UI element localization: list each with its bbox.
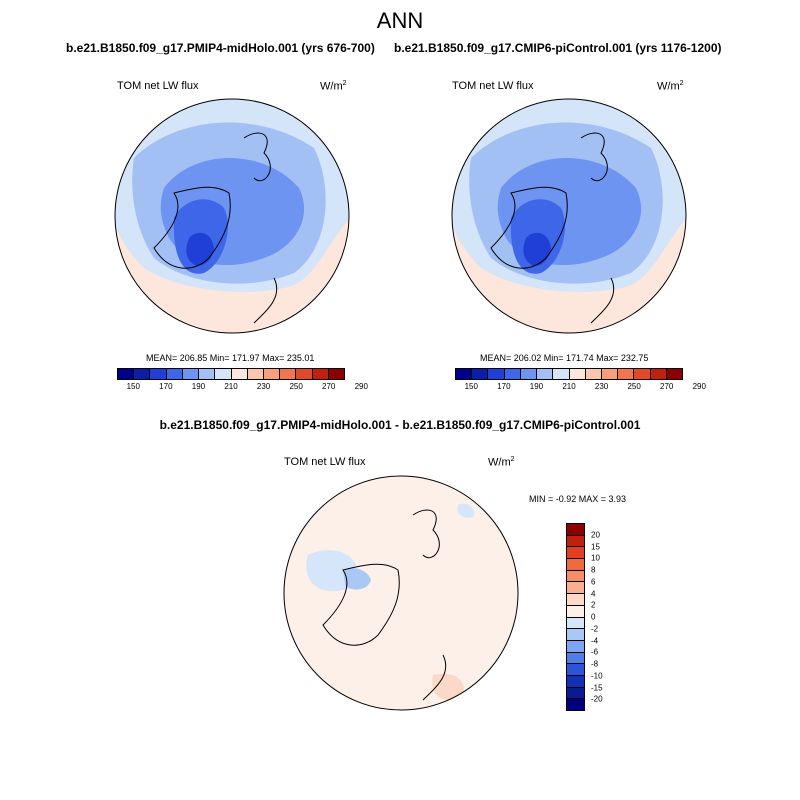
right-polar-map <box>451 98 687 334</box>
left-colorbar-swatches <box>117 368 345 380</box>
colorbar-swatch <box>567 605 584 618</box>
colorbar-tick-label: 4 <box>591 589 596 598</box>
diff-run-title: b.e21.B1850.f09_g17.PMIP4-midHolo.001 - … <box>159 418 641 432</box>
colorbar-swatch <box>215 369 232 379</box>
colorbar-swatch <box>666 369 683 379</box>
colorbar-swatch <box>312 369 329 379</box>
colorbar-tick-label: 190 <box>529 382 544 391</box>
diff-stats: MIN = -0.92 MAX = 3.93 <box>529 494 627 504</box>
colorbar-swatch <box>567 547 584 560</box>
colorbar-tick-label: -10 <box>591 671 603 681</box>
colorbar-tick-label: 230 <box>594 382 609 391</box>
colorbar-swatch <box>553 369 570 379</box>
colorbar-swatch <box>601 369 619 379</box>
colorbar-swatch <box>150 369 167 379</box>
left-variable-label: TOM net LW flux <box>117 80 199 92</box>
colorbar-tick-label: 20 <box>591 530 600 540</box>
right-colorbar-ticks: 150 170 190 210 230 250 270 290 <box>455 380 706 392</box>
colorbar-tick-label: -15 <box>591 683 603 692</box>
right-units-label: W/m2 <box>657 80 684 93</box>
colorbar-swatch <box>472 369 489 379</box>
colorbar-tick-label: 190 <box>191 382 206 391</box>
right-colorbar-swatches <box>455 368 683 380</box>
colorbar-tick-label: 0 <box>591 612 596 622</box>
colorbar-swatch <box>567 629 584 641</box>
colorbar-swatch <box>618 369 635 379</box>
colorbar-swatch <box>280 369 297 379</box>
diff-units-label: W/m2 <box>488 456 515 469</box>
colorbar-swatch <box>247 369 264 379</box>
colorbar-swatch <box>456 369 473 379</box>
colorbar-swatch <box>537 369 554 379</box>
colorbar-tick-label: 290 <box>692 382 706 391</box>
left-colorbar: 150 170 190 210 230 250 270 290 <box>117 368 368 392</box>
colorbar-tick-label: 270 <box>660 382 674 391</box>
figure-title: ANN <box>376 8 424 33</box>
colorbar-swatch <box>567 699 584 710</box>
colorbar-swatch <box>182 369 200 379</box>
diff-polar-map <box>283 475 519 711</box>
colorbar-swatch <box>567 570 584 583</box>
colorbar-swatch <box>569 369 586 379</box>
colorbar-swatch <box>166 369 183 379</box>
colorbar-tick-label: 210 <box>562 382 576 391</box>
colorbar-tick-label: 270 <box>322 382 336 391</box>
colorbar-swatch <box>567 617 584 630</box>
colorbar-tick-label: -20 <box>591 694 603 704</box>
colorbar-tick-label: -4 <box>591 636 599 645</box>
diff-variable-label: TOM net LW flux <box>284 456 366 468</box>
left-run-title: b.e21.B1850.f09_g17.PMIP4-midHolo.001 (y… <box>66 41 375 55</box>
colorbar-tick-label: 8 <box>591 565 596 575</box>
colorbar-swatch <box>488 369 505 379</box>
colorbar-swatch <box>567 594 584 606</box>
colorbar-swatch <box>231 369 248 379</box>
colorbar-swatch <box>567 664 584 676</box>
left-stats: MEAN= 206.85 Min= 171.97 Max= 235.01 <box>146 353 315 363</box>
colorbar-tick-label: 250 <box>627 382 641 391</box>
colorbar-swatch <box>567 559 584 571</box>
colorbar-swatch <box>567 640 584 653</box>
colorbar-swatch <box>567 524 584 536</box>
colorbar-swatch <box>296 369 313 379</box>
colorbar-swatch <box>134 369 151 379</box>
colorbar-swatch <box>520 369 538 379</box>
colorbar-swatch <box>567 582 584 595</box>
colorbar-tick-label: -2 <box>591 624 599 634</box>
left-colorbar-ticks: 150 170 190 210 230 250 270 290 <box>117 380 368 392</box>
colorbar-swatch <box>118 369 135 379</box>
colorbar-swatch <box>504 369 521 379</box>
colorbar-swatch <box>650 369 667 379</box>
colorbar-tick-label: 170 <box>159 382 173 391</box>
colorbar-swatch <box>328 369 345 379</box>
colorbar-tick-label: 170 <box>497 382 511 391</box>
colorbar-tick-label: -8 <box>591 659 599 669</box>
colorbar-tick-label: 150 <box>126 382 140 391</box>
colorbar-tick-label: -6 <box>591 647 599 657</box>
right-run-title: b.e21.B1850.f09_g17.CMIP6-piControl.001 … <box>394 41 722 55</box>
left-polar-map <box>114 98 350 334</box>
colorbar-tick-label: 210 <box>224 382 238 391</box>
right-stats: MEAN= 206.02 Min= 171.74 Max= 232.75 <box>480 353 649 363</box>
colorbar-swatch <box>567 652 584 665</box>
colorbar-tick-label: 290 <box>354 382 368 391</box>
colorbar-swatch <box>199 369 216 379</box>
colorbar-swatch <box>567 535 584 548</box>
colorbar-tick-label: 230 <box>256 382 271 391</box>
right-variable-label: TOM net LW flux <box>452 80 534 92</box>
left-units-label: W/m2 <box>320 80 347 93</box>
colorbar-tick-label: 6 <box>591 577 596 587</box>
right-colorbar: 150 170 190 210 230 250 270 290 <box>455 368 706 392</box>
colorbar-tick-label: 2 <box>591 600 596 610</box>
colorbar-tick-label: 10 <box>591 553 600 563</box>
colorbar-swatch <box>263 369 281 379</box>
colorbar-tick-label: 150 <box>464 382 478 391</box>
diff-colorbar <box>566 523 585 711</box>
colorbar-swatch <box>585 369 602 379</box>
colorbar-swatch <box>567 675 584 688</box>
colorbar-tick-label: 15 <box>591 542 600 551</box>
colorbar-tick-label: 250 <box>289 382 303 391</box>
colorbar-swatch <box>634 369 651 379</box>
colorbar-swatch <box>567 687 584 700</box>
